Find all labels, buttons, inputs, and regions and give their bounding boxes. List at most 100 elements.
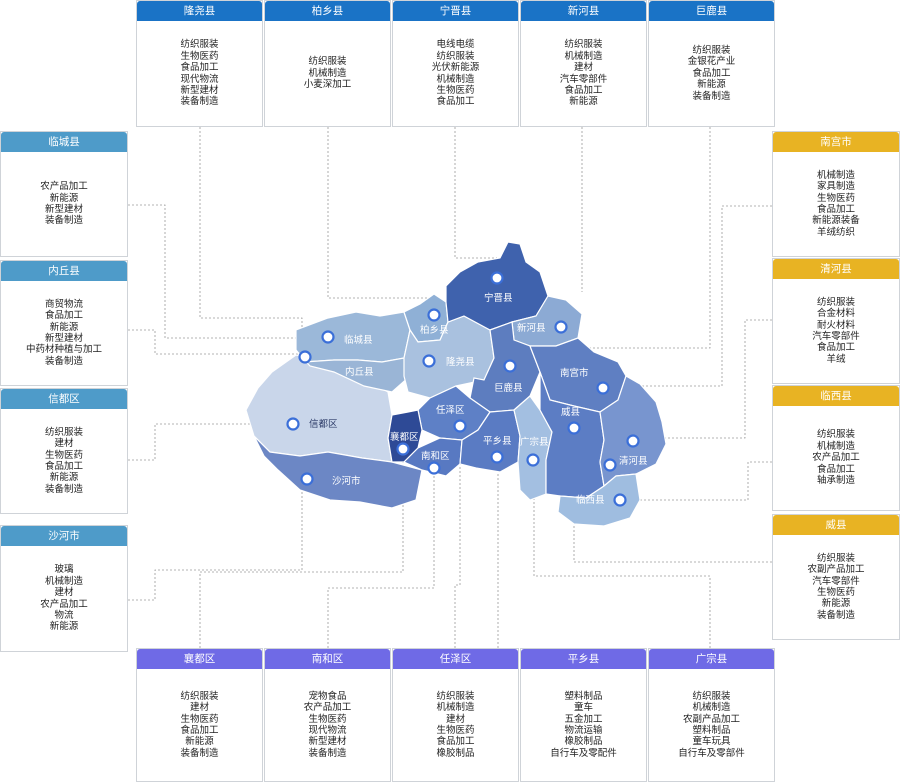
industry-item: 新能源 <box>49 321 79 333</box>
marker-nangong[interactable] <box>596 381 610 395</box>
marker-linxi[interactable] <box>613 493 627 507</box>
label-pingxiang: 平乡县 <box>483 436 512 447</box>
card-xinhe: 新河县 纺织服装 机械制造 建材 汽车零部件 食品加工 新能源 <box>520 0 647 127</box>
industry-list: 纺织服装 机械制造 农产品加工 食品加工 轴承制造 <box>812 429 860 486</box>
industry-item: 纺织服装 <box>180 690 219 702</box>
industry-item: 新型建材 <box>44 333 83 344</box>
marker-weixian[interactable] <box>567 421 581 435</box>
industry-item: 汽车零部件 <box>812 575 860 587</box>
marker-neiqiu[interactable] <box>298 350 312 364</box>
industry-item: 装备制造 <box>180 747 219 759</box>
card-header: 隆尧县 <box>137 1 262 21</box>
card-header: 广宗县 <box>649 649 774 669</box>
marker-lincheng[interactable] <box>321 330 335 344</box>
marker-shahe[interactable] <box>300 472 314 486</box>
card-header: 宁晋县 <box>393 1 518 21</box>
industry-item: 机械制造 <box>816 440 855 452</box>
label-nangong: 南宫市 <box>560 367 589 379</box>
industry-item: 食品加工 <box>564 84 603 96</box>
card-nanhe: 南和区 宠物食品 农产品加工 生物医药 现代物流 新型建材 装备制造 <box>264 648 391 782</box>
marker-pingxiang[interactable] <box>490 450 504 464</box>
card-weixian: 威县 纺织服装 农副产品加工 汽车零部件 生物医药 新能源 装备制造 <box>772 514 900 640</box>
industry-item: 童车 <box>573 702 593 714</box>
industry-item: 装备制造 <box>44 355 83 367</box>
card-renze: 任泽区 纺织服装 机械制造 建材 生物医药 食品加工 橡胶制品 <box>392 648 519 782</box>
industry-item: 生物医药 <box>308 713 347 725</box>
industry-item: 现代物流 <box>180 73 219 85</box>
marker-longyao[interactable] <box>422 354 436 368</box>
card-header: 威县 <box>773 515 899 535</box>
marker-xindu[interactable] <box>286 417 300 431</box>
industry-list: 纺织服装 建材 生物医药 食品加工 新能源 装备制造 <box>180 691 218 759</box>
industry-item: 纺织服装 <box>816 296 855 308</box>
industry-item: 现代物流 <box>308 725 347 736</box>
marker-renze[interactable] <box>453 419 467 433</box>
industry-item: 生物医药 <box>180 713 219 725</box>
industry-item: 宠物食品 <box>308 690 347 702</box>
leader-line-ningjin <box>454 127 497 259</box>
card-nangong: 南宫市 机械制造 家具制造 生物医药 食品加工 新能源装备 羊绒纺织 <box>772 131 900 257</box>
card-baixiang: 柏乡县 纺织服装 机械制造 小麦深加工 <box>264 0 391 127</box>
leader-line-shahe <box>128 483 303 601</box>
industry-list: 纺织服装 机械制造 小麦深加工 <box>304 56 352 90</box>
industry-item: 汽车零部件 <box>559 73 608 85</box>
industry-item: 农产品加工 <box>303 702 352 714</box>
region-markers <box>286 271 640 507</box>
industry-item: 建材 <box>445 713 465 725</box>
industry-list: 农产品加工 新能源 新型建材 装备制造 <box>40 181 88 227</box>
card-header: 临城县 <box>1 132 127 152</box>
card-header: 巨鹿县 <box>649 1 774 21</box>
industry-item: 装备制造 <box>44 215 83 227</box>
industry-item: 物流运输 <box>564 725 603 736</box>
industry-item: 农产品加工 <box>40 181 88 193</box>
industry-item: 建材 <box>54 587 74 599</box>
card-header: 新河县 <box>521 1 646 21</box>
industry-item: 装备制造 <box>308 747 347 759</box>
industry-list: 纺织服装 机械制造 农副产品加工 塑料制品 童车玩具 自行车及零部件 <box>678 691 745 759</box>
industry-list: 玻璃 机械制造 建材 农产品加工 物流 新能源 <box>40 564 88 632</box>
marker-xiangdu[interactable] <box>396 442 410 456</box>
region-linxi <box>557 473 641 527</box>
marker-xinhe[interactable] <box>554 320 568 334</box>
industry-item: 食品加工 <box>692 67 731 79</box>
label-renze: 任泽区 <box>436 404 465 416</box>
leader-line-qinghe <box>634 319 772 439</box>
label-linxi: 临西县 <box>576 494 605 506</box>
label-nanhe: 南和区 <box>421 450 450 462</box>
marker-julu[interactable] <box>503 359 517 373</box>
card-header: 襄都区 <box>137 649 262 669</box>
label-guangzong: 广宗县 <box>520 436 549 448</box>
industry-item: 食品加工 <box>180 62 219 74</box>
industry-item: 新能源 <box>697 79 726 91</box>
industry-item: 机械制造 <box>308 67 347 79</box>
industry-item: 农产品加工 <box>812 452 860 464</box>
card-header: 信都区 <box>1 389 127 409</box>
marker-guangzong[interactable] <box>526 453 540 467</box>
label-neiqiu: 内丘县 <box>345 366 374 378</box>
marker-ningjin[interactable] <box>490 271 504 285</box>
industry-item: 食品加工 <box>436 96 475 108</box>
marker-qinghe-a[interactable] <box>626 434 640 448</box>
leader-line-longyao <box>199 127 303 354</box>
industry-item: 食品加工 <box>816 463 855 475</box>
card-header: 清河县 <box>773 259 899 279</box>
industry-item: 金银花产业 <box>687 56 736 68</box>
industry-list: 纺织服装 机械制造 建材 生物医药 食品加工 橡胶制品 <box>436 691 474 759</box>
industry-item: 纺织服装 <box>692 690 731 702</box>
card-xindu: 信都区 纺织服装 建材 生物医药 食品加工 新能源 装备制造 <box>0 388 128 514</box>
marker-nanhe[interactable] <box>427 461 441 475</box>
leader-line-neiqiu <box>128 329 302 355</box>
marker-qinghe[interactable] <box>603 458 617 472</box>
industry-item: 机械制造 <box>44 575 83 587</box>
industry-item: 建材 <box>54 438 74 450</box>
industry-item: 纺织服装 <box>308 56 347 68</box>
industry-item: 中药材种植与加工 <box>25 344 102 356</box>
industry-list: 纺织服装 机械制造 建材 汽车零部件 食品加工 新能源 <box>560 39 608 107</box>
marker-baixiang[interactable] <box>427 308 441 322</box>
industry-item: 机械制造 <box>564 50 603 62</box>
industry-item: 耐火材料 <box>816 319 855 331</box>
industry-item: 轴承制造 <box>816 475 855 487</box>
industry-list: 纺织服装 农副产品加工 汽车零部件 生物医药 新能源 装备制造 <box>807 553 864 621</box>
industry-item: 羊绒 <box>826 353 846 365</box>
